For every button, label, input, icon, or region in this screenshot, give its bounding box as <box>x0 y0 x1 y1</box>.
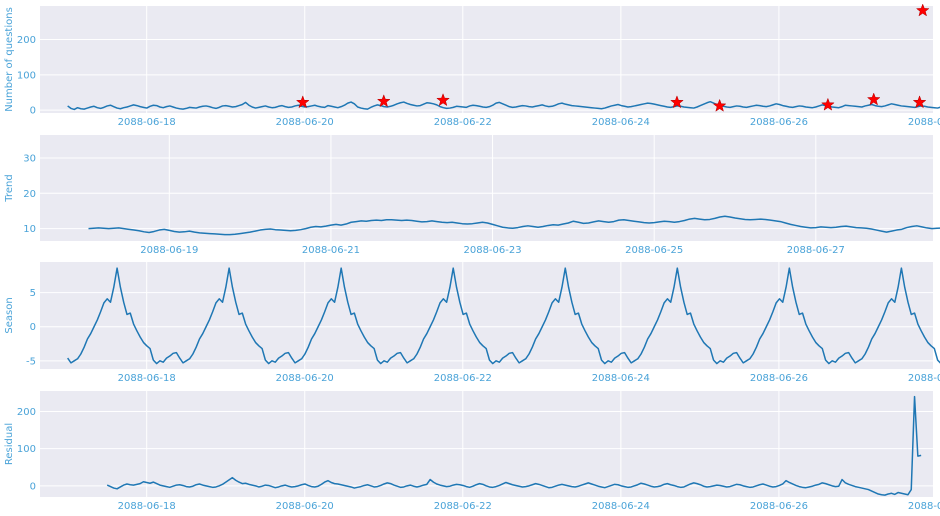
anomaly-star-marker <box>915 3 930 17</box>
panel-trend: 10 20 30 2088-06-19 2088-06-21 2088-06-23 2088… <box>4 135 940 256</box>
number-of-questions-series-line <box>67 100 940 111</box>
number-of-questions-xtick-label: 2088-06-20 <box>276 117 334 128</box>
season-ytick-label: -5 <box>26 356 36 367</box>
number-of-questions-xtick-label: 2088-06-24 <box>592 117 650 128</box>
anomaly-star-marker <box>912 95 927 109</box>
trend-xtick-label: 2088-06-21 <box>302 245 360 256</box>
number-of-questions-ytick-label: 100 <box>17 70 36 81</box>
residual-ytick-label: 0 <box>30 481 36 492</box>
anomaly-star-marker <box>712 98 727 112</box>
residual-ytick-label: 100 <box>17 444 36 455</box>
number-of-questions-plot-area <box>40 6 933 113</box>
anomaly-star-marker <box>295 95 310 109</box>
number-of-questions-xtick-label: 2088-06-28 <box>908 117 940 128</box>
trend-ytick-label: 30 <box>23 153 36 164</box>
residual-xtick-label: 2088-06-26 <box>750 501 808 512</box>
season-ylabel: Season <box>4 297 15 333</box>
season-xtick-label: 2088-06-24 <box>592 373 650 384</box>
trend-gridlines <box>40 135 933 241</box>
residual-series-line <box>106 395 922 496</box>
number-of-questions-ytick-label: 0 <box>30 106 36 117</box>
residual-xtick-label: 2088-06-20 <box>276 501 334 512</box>
trend-xtick-label: 2088-06-27 <box>787 245 845 256</box>
anomaly-star-marker <box>376 94 391 108</box>
trend-ylabel: Trend <box>4 174 15 202</box>
trend-plot-area <box>40 135 933 241</box>
number-of-questions-ylabel: Number of questions <box>4 7 15 112</box>
panel-season: -5 0 5 2088-06-18 2088-06-20 2088-06-22 2088-0… <box>4 262 940 384</box>
season-xtick-label: 2088-06-22 <box>434 373 492 384</box>
trend-ytick-label: 20 <box>23 189 36 200</box>
season-xtick-label: 2088-06-28 <box>908 373 940 384</box>
residual-xtick-label: 2088-06-22 <box>434 501 492 512</box>
season-xtick-label: 2088-06-18 <box>118 373 176 384</box>
trend-ytick-label: 10 <box>23 224 36 235</box>
season-xtick-label: 2088-06-26 <box>750 373 808 384</box>
number-of-questions-xtick-label: 2088-06-22 <box>434 117 492 128</box>
residual-plot-area <box>40 391 933 497</box>
anomaly-star-marker <box>866 92 881 106</box>
trend-xtick-label: 2088-06-25 <box>625 245 683 256</box>
season-series-line <box>67 267 940 365</box>
panel-residual: 0 100 200 2088-06-18 2088-06-20 2088-06-22 208… <box>4 391 940 512</box>
season-ytick-label: 5 <box>30 288 36 299</box>
residual-xtick-label: 2088-06-24 <box>592 501 650 512</box>
trend-series-line <box>88 215 940 236</box>
residual-ytick-label: 200 <box>17 407 36 418</box>
residual-xtick-label: 2088-06-18 <box>118 501 176 512</box>
number-of-questions-xtick-label: 2088-06-18 <box>118 117 176 128</box>
anomaly-star-marker <box>821 97 835 111</box>
anomaly-star-marker <box>670 95 684 109</box>
number-of-questions-gridlines <box>40 6 933 113</box>
panel-number-of-questions: 0 100 200 2088-06-18 2088-06-20 2088-06-22 208… <box>4 3 940 128</box>
residual-xtick-label: 2088-06-28 <box>908 501 940 512</box>
anomaly-star-marker <box>436 93 450 107</box>
residual-ylabel: Residual <box>4 423 15 465</box>
number-of-questions-ytick-label: 200 <box>17 35 36 46</box>
number-of-questions-xtick-label: 2088-06-26 <box>750 117 808 128</box>
trend-xtick-label: 2088-06-19 <box>140 245 198 256</box>
season-xtick-label: 2088-06-20 <box>276 373 334 384</box>
trend-xtick-label: 2088-06-23 <box>463 245 521 256</box>
season-ytick-label: 0 <box>30 322 36 333</box>
